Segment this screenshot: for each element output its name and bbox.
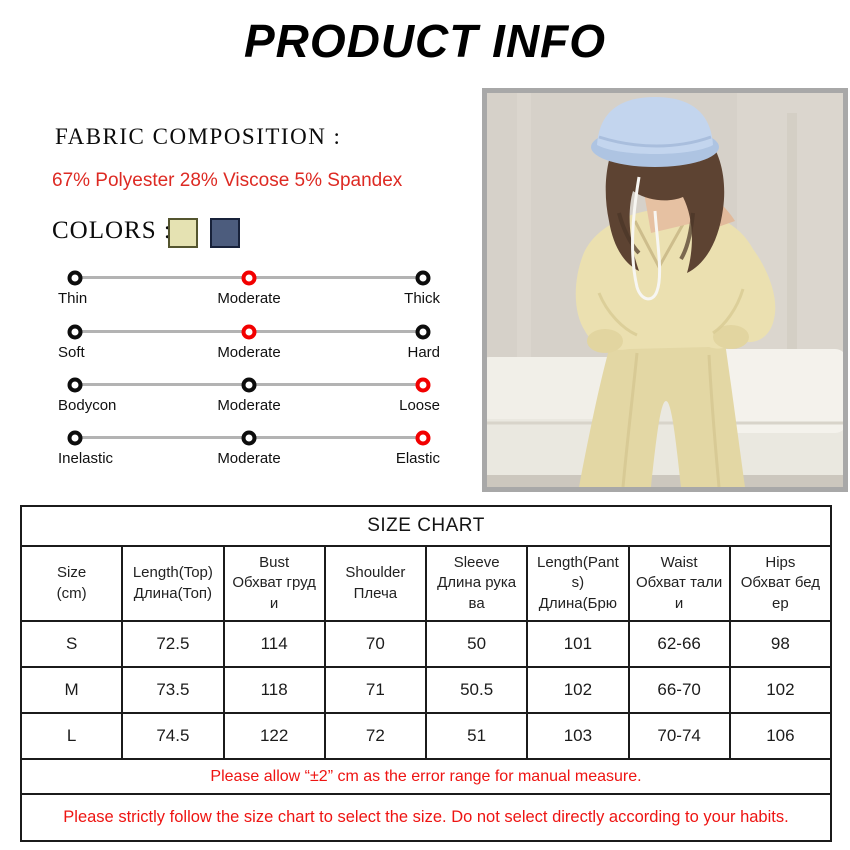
col-header-size: Size (cm) [19, 545, 124, 622]
col-header-hips: Hips Обхват бед ер [728, 545, 833, 622]
cell: 50 [424, 620, 529, 668]
cell: 50.5 [424, 666, 529, 714]
scale-label-left: Soft [58, 344, 85, 361]
cell: 98 [728, 620, 833, 668]
scale-label-right: Hard [407, 344, 440, 361]
scale-dot-right-icon [415, 270, 431, 285]
product-photo [482, 88, 848, 492]
scale-label-left: Bodycon [58, 397, 117, 414]
scale-dot-left-icon [67, 324, 83, 339]
cell: 73.5 [121, 666, 225, 714]
fabric-composition-value: 67% Polyester 28% Viscose 5% Spandex [52, 170, 403, 191]
size-chart-header-row: Size (cm) Length(Top) Длина(Топ) Bust Об… [19, 545, 833, 622]
bucket-hat-icon [591, 97, 719, 167]
scale-dot-left-icon [67, 430, 83, 445]
color-swatch-navy [210, 218, 240, 248]
cell: 70-74 [627, 712, 731, 760]
scale-label-middle: Moderate [217, 290, 281, 307]
scale-track [67, 324, 431, 339]
col-header-length-pants: Length(Pant s) Длина(Брю [526, 545, 630, 622]
col-header-bust: Bust Обхват груд и [222, 545, 326, 622]
cell: 70 [323, 620, 428, 668]
hair [605, 137, 725, 273]
colors-heading: COLORS : [52, 217, 172, 244]
cell: 74.5 [121, 712, 225, 760]
scale-track [67, 377, 431, 392]
scale-dot-middle-icon [241, 324, 257, 339]
cell: 114 [222, 620, 326, 668]
cell: 62-66 [627, 620, 731, 668]
size-selection-warning: Please strictly follow the size chart to… [20, 793, 832, 842]
col-header-shoulder: Shoulder Плеча [323, 545, 428, 622]
scale-dot-right-icon [415, 324, 431, 339]
measure-tolerance-note: Please allow “±2” cm as the error range … [20, 758, 832, 795]
scale-track [67, 430, 431, 445]
scale-label-middle: Moderate [217, 397, 281, 414]
table-row-size-s: S 72.5 114 70 50 101 62-66 98 [19, 620, 833, 668]
col-header-sleeve: Sleeve Длина рука ва [424, 545, 529, 622]
cell: L [19, 712, 124, 760]
cell: 101 [526, 620, 630, 668]
cell: 66-70 [627, 666, 731, 714]
cell: 72 [323, 712, 428, 760]
scale-label-left: Thin [58, 290, 88, 307]
cell: 71 [323, 666, 428, 714]
scale-label-middle: Moderate [217, 450, 281, 467]
scale-label-left: Inelastic [58, 450, 114, 467]
cell: 122 [222, 712, 326, 760]
cell: M [19, 666, 124, 714]
scale-label-right: Thick [404, 290, 440, 307]
fit-scale: Bodycon Moderate Loose [58, 377, 440, 420]
cell: 102 [526, 666, 630, 714]
scale-label-middle: Moderate [217, 344, 281, 361]
col-header-waist: Waist Обхват тали и [627, 545, 731, 622]
scale-dot-left-icon [67, 270, 83, 285]
drawstring [631, 176, 662, 301]
thickness-scale: Thin Moderate Thick [58, 270, 440, 313]
size-chart-section: SIZE CHART Size (cm) Length(Top) Длина(Т… [19, 505, 833, 842]
table-row-size-l: L 74.5 122 72 51 103 70-74 106 [19, 712, 833, 760]
scale-label-right: Loose [399, 397, 440, 414]
cell: 103 [526, 712, 630, 760]
cell: 72.5 [121, 620, 225, 668]
softness-scale: Soft Moderate Hard [58, 324, 440, 367]
size-chart-title: SIZE CHART [20, 505, 832, 547]
scale-label-right: Elastic [395, 450, 440, 467]
scale-dot-right-icon [415, 377, 431, 392]
page-title: PRODUCT INFO [243, 15, 607, 67]
scale-dot-middle-icon [241, 270, 257, 285]
col-header-length-top: Length(Top) Длина(Топ) [121, 545, 225, 622]
cell: 118 [222, 666, 326, 714]
cell: 51 [424, 712, 529, 760]
scale-dot-middle-icon [241, 377, 257, 392]
cell: 106 [728, 712, 833, 760]
scale-track [67, 270, 431, 285]
scale-dot-left-icon [67, 377, 83, 392]
scale-dot-right-icon [415, 430, 431, 445]
color-swatch-cream [168, 218, 198, 248]
size-chart-table: SIZE CHART Size (cm) Length(Top) Длина(Т… [19, 505, 833, 842]
cell: S [19, 620, 124, 668]
cell: 102 [728, 666, 833, 714]
fabric-composition-heading: FABRIC COMPOSITION : [55, 124, 342, 149]
photo-sofa [487, 349, 843, 487]
elasticity-scale: Inelastic Moderate Elastic [58, 430, 440, 473]
table-row-size-m: M 73.5 118 71 50.5 102 66-70 102 [19, 666, 833, 714]
scale-dot-middle-icon [241, 430, 257, 445]
